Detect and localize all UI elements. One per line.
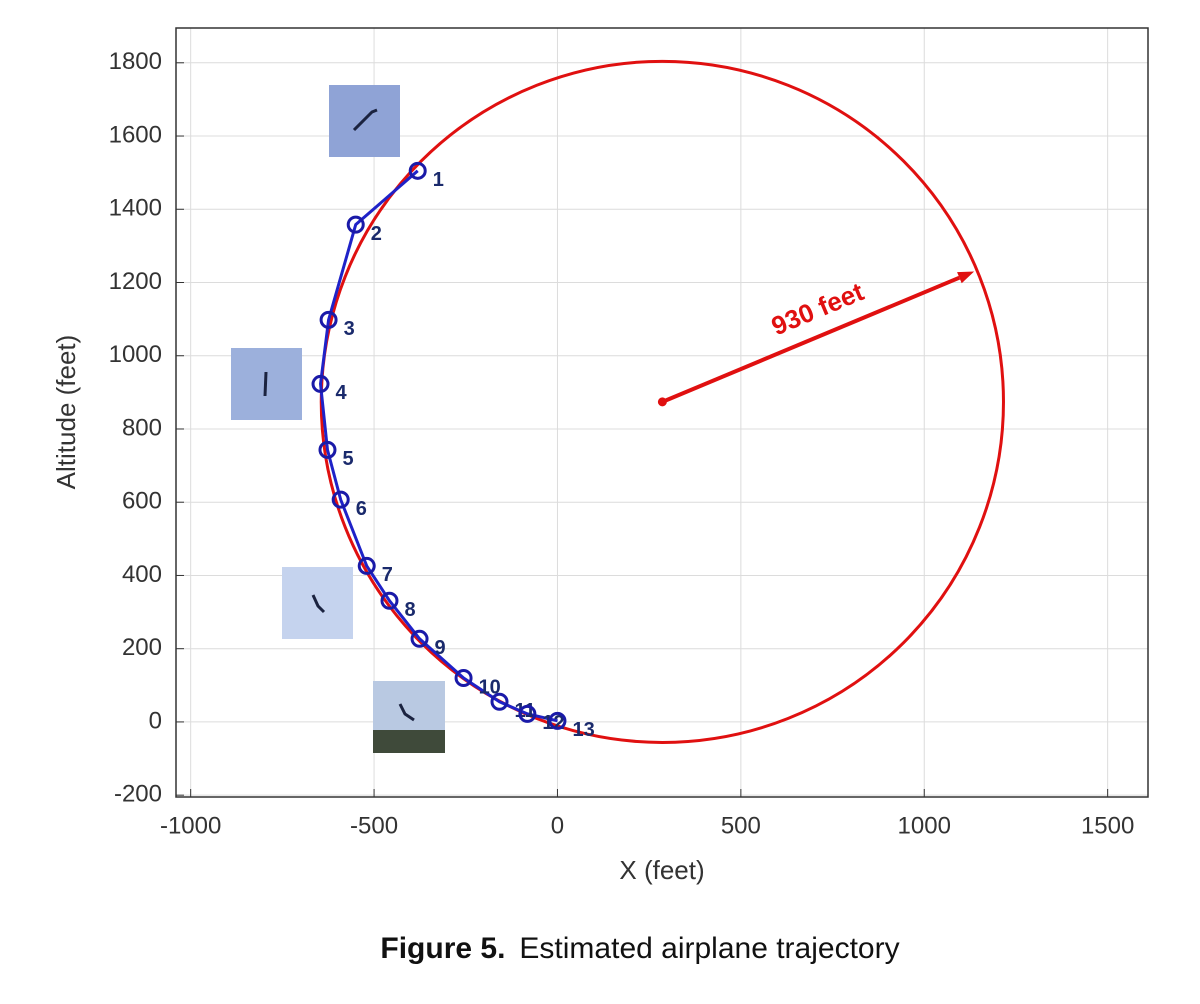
y-tick-label: 800 [122, 414, 162, 441]
trajectory-point [357, 556, 376, 575]
thumbnail-plane [311, 594, 326, 614]
x-tick-label: 1500 [1081, 812, 1134, 839]
trajectory-point [380, 591, 399, 610]
caption-label: Figure 5. [380, 932, 505, 965]
caption: Figure 5. Estimated airplane trajectory [380, 932, 899, 965]
trajectory-point [454, 668, 473, 687]
point-label: 2 [371, 223, 382, 245]
point-label: 5 [342, 448, 353, 470]
y-tick-label: -200 [114, 781, 162, 808]
y-axis-label: Altitude (feet) [51, 335, 81, 490]
y-tick-label: 200 [122, 634, 162, 661]
thumbnail-trees [373, 730, 445, 753]
y-tick-label: 1400 [109, 195, 162, 222]
thumbnail-plane [263, 371, 268, 397]
point-label: 9 [435, 637, 446, 659]
trajectory-point [518, 704, 537, 723]
thumbnail-plane [352, 108, 378, 132]
trajectory-point [331, 490, 350, 509]
trajectory-point [318, 440, 337, 459]
y-tick-label: 400 [122, 561, 162, 588]
trajectory-point [311, 374, 330, 393]
point-label: 1 [433, 169, 444, 191]
radius-arrow [661, 275, 961, 404]
point-label: 13 [572, 719, 594, 741]
point-label: 10 [479, 676, 501, 698]
y-tick-label: 1800 [109, 48, 162, 75]
arrow-head [957, 271, 975, 284]
x-tick-label: -500 [350, 812, 398, 839]
point-label: 7 [382, 564, 393, 586]
y-tick-label: 0 [149, 707, 162, 734]
trajectory-point [408, 161, 427, 180]
trajectory-point [410, 629, 429, 648]
y-tick-label: 1600 [109, 121, 162, 148]
x-tick-label: 0 [551, 812, 564, 839]
point-label: 4 [336, 382, 348, 404]
x-axis-label: X (feet) [619, 855, 704, 885]
trajectory-point [490, 692, 509, 711]
thumbnail-plane [398, 703, 415, 722]
point-label: 3 [344, 318, 355, 340]
y-tick-label: 1200 [109, 268, 162, 295]
trajectory-point [319, 310, 338, 329]
caption-text: Estimated airplane trajectory [519, 932, 899, 965]
x-tick-label: 500 [721, 812, 761, 839]
y-tick-label: 600 [122, 488, 162, 515]
trajectory-point [346, 215, 365, 234]
x-tick-label: 1000 [898, 812, 951, 839]
plot-frame [175, 27, 1149, 798]
trajectory-line [319, 169, 558, 723]
y-tick-label: 1000 [109, 341, 162, 368]
trajectory-point [548, 711, 567, 730]
point-label: 8 [404, 599, 415, 621]
x-tick-label: -1000 [160, 812, 221, 839]
point-label: 6 [356, 498, 367, 520]
